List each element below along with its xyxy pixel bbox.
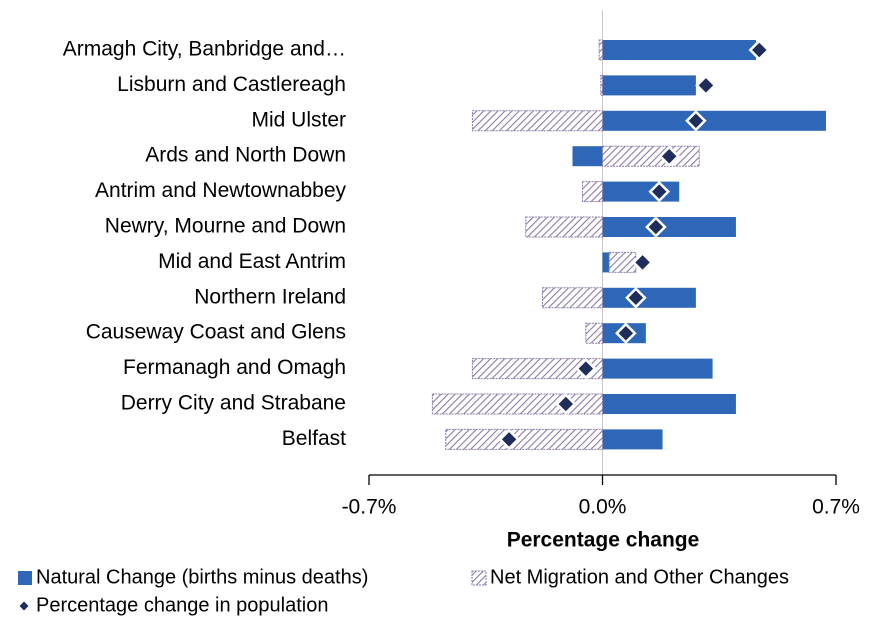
bar (471, 358, 603, 380)
total-marker (648, 180, 670, 203)
total-marker (658, 145, 680, 167)
total-marker (748, 39, 771, 61)
total-marker (575, 357, 597, 380)
x-tick-label: -0.7% (342, 496, 397, 519)
category-label: Northern Ireland (194, 285, 346, 308)
bar (431, 393, 603, 415)
total-marker (685, 110, 707, 132)
legend-label: Percentage change in population (36, 594, 328, 616)
bar (602, 110, 826, 131)
bar (602, 75, 696, 96)
total-marker (498, 428, 520, 451)
category-label: Fermanagh and Omagh (123, 356, 346, 379)
legend-label: Natural Change (births minus deaths) (36, 566, 368, 588)
category-label: Newry, Mourne and Down (105, 215, 346, 238)
category-label: Mid and East Antrim (158, 250, 346, 273)
category-label: Belfast (282, 427, 346, 450)
bar (602, 429, 663, 450)
category-label: Mid Ulster (251, 108, 346, 131)
bar (602, 358, 713, 379)
total-marker (615, 322, 637, 344)
category-label: Armagh City, Banbridge and… (63, 38, 346, 61)
bar (572, 146, 603, 167)
legend-label: Net Migration and Other Changes (490, 566, 789, 588)
total-marker (645, 216, 667, 238)
bar (585, 322, 603, 344)
category-label: Antrim and Newtownabbey (95, 179, 346, 202)
legend-marker (19, 601, 29, 611)
category-label: Ards and North Down (145, 144, 346, 167)
bar (525, 216, 603, 238)
category-label: Derry City and Strabane (121, 392, 346, 415)
bar (598, 39, 604, 61)
legend-marker (18, 571, 32, 585)
x-axis-title: Percentage change (507, 529, 700, 552)
bar (600, 74, 604, 96)
bar (541, 287, 604, 309)
bar (581, 181, 604, 203)
category-label: Lisburn and Castlereagh (117, 73, 346, 96)
category-label: Causeway Coast and Glens (86, 321, 346, 344)
bar (602, 145, 700, 167)
bar (471, 110, 603, 132)
total-marker (631, 251, 654, 274)
total-marker (625, 287, 647, 309)
total-marker (555, 393, 577, 415)
bar (602, 394, 736, 414)
bar (602, 287, 696, 308)
bar (445, 428, 603, 450)
x-tick-label: 0.7% (812, 496, 860, 519)
bar (602, 252, 610, 273)
bar (602, 217, 736, 237)
x-tick-label: 0.0% (579, 496, 627, 519)
legend-marker (471, 570, 487, 586)
total-marker (695, 74, 717, 97)
bar (602, 40, 756, 60)
